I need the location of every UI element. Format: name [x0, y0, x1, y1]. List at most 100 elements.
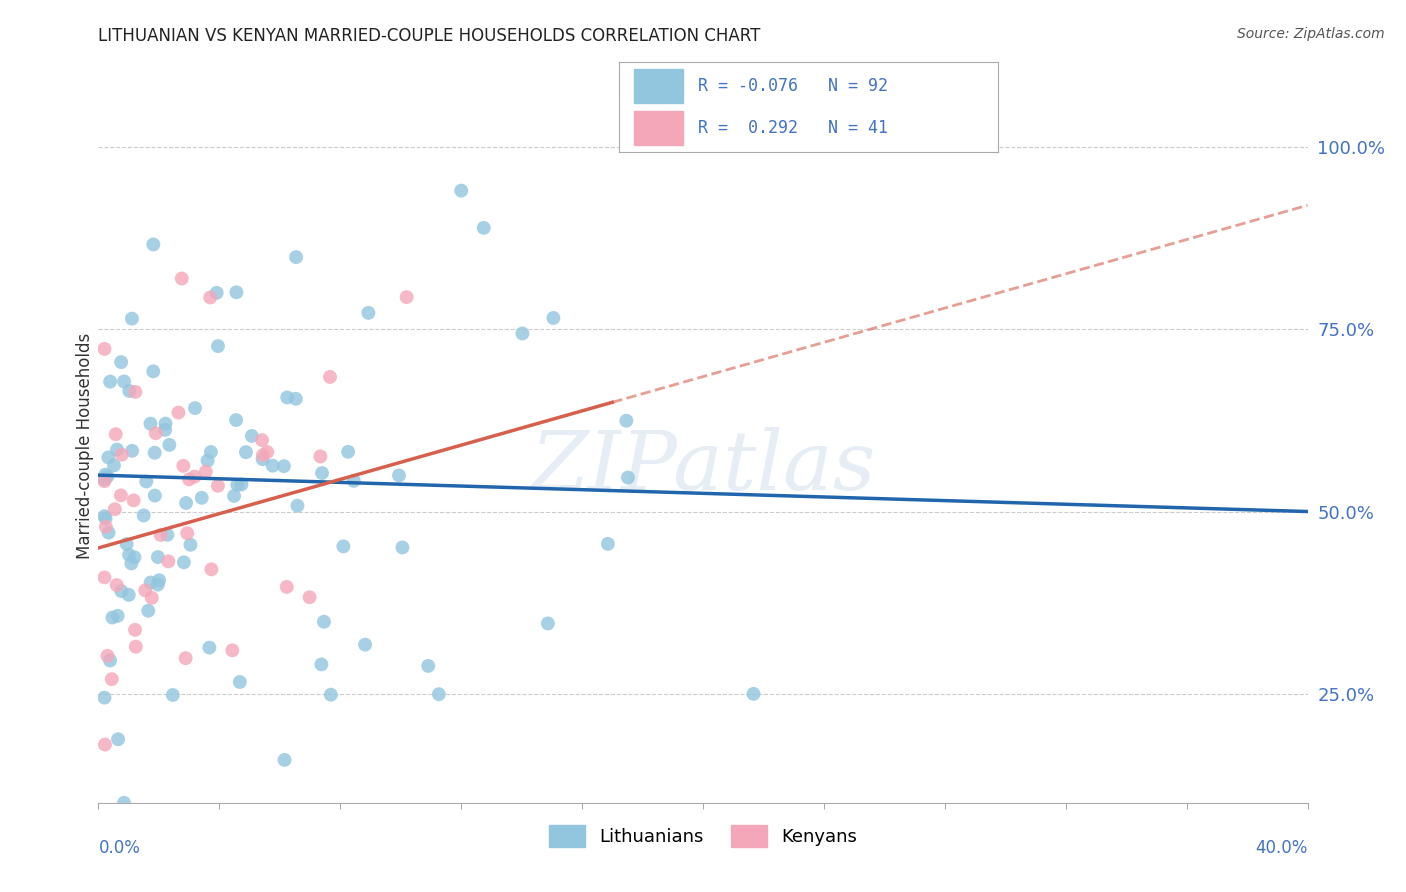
Text: R = -0.076   N = 92: R = -0.076 N = 92: [699, 77, 889, 95]
Point: [596, 537, 619, 551]
Point: [103, 458, 125, 473]
Point: [450, 184, 472, 198]
Point: [617, 470, 640, 484]
Text: Source: ZipAtlas.com: Source: ZipAtlas.com: [1237, 27, 1385, 41]
Point: [111, 448, 134, 462]
Point: [183, 469, 205, 483]
Point: [273, 753, 295, 767]
Point: [225, 285, 247, 300]
Point: [276, 580, 298, 594]
Point: [252, 452, 274, 467]
Point: [145, 426, 167, 441]
Point: [146, 577, 169, 591]
Point: [179, 538, 201, 552]
Point: [110, 488, 132, 502]
Point: [97, 450, 120, 465]
Point: [319, 688, 342, 702]
Point: [395, 290, 418, 304]
Point: [742, 687, 765, 701]
Point: [94, 511, 117, 525]
Point: [512, 326, 534, 341]
Point: [200, 562, 222, 576]
Point: [543, 310, 565, 325]
Point: [115, 537, 138, 551]
Point: [96, 648, 118, 663]
Point: [146, 550, 169, 565]
Point: [312, 615, 335, 629]
Point: [97, 525, 120, 540]
Point: [121, 311, 143, 326]
Point: [118, 548, 141, 562]
Y-axis label: Married-couple Households: Married-couple Households: [76, 333, 94, 559]
Point: [221, 643, 243, 657]
Point: [135, 475, 157, 489]
Point: [110, 355, 132, 369]
Point: [357, 306, 380, 320]
Text: LITHUANIAN VS KENYAN MARRIED-COUPLE HOUSEHOLDS CORRELATION CHART: LITHUANIAN VS KENYAN MARRIED-COUPLE HOUS…: [98, 27, 761, 45]
Point: [139, 575, 162, 590]
Point: [229, 675, 252, 690]
Point: [132, 508, 155, 523]
Point: [112, 375, 135, 389]
Point: [174, 651, 197, 665]
Point: [93, 342, 115, 356]
Point: [184, 401, 207, 415]
Point: [256, 445, 278, 459]
Point: [105, 442, 128, 457]
Point: [537, 616, 560, 631]
Point: [177, 472, 200, 486]
Point: [157, 438, 180, 452]
Point: [105, 578, 128, 592]
Point: [309, 450, 332, 464]
Point: [136, 604, 159, 618]
Point: [614, 414, 637, 428]
Point: [391, 541, 413, 555]
Point: [231, 477, 253, 491]
Text: 40.0%: 40.0%: [1256, 839, 1308, 857]
Point: [285, 250, 308, 264]
Point: [142, 364, 165, 378]
Point: [94, 738, 117, 752]
Point: [311, 466, 333, 480]
Point: [93, 473, 115, 487]
Point: [284, 392, 307, 406]
Point: [172, 458, 194, 473]
Point: [200, 290, 222, 304]
Point: [98, 375, 121, 389]
Point: [167, 406, 190, 420]
Point: [101, 610, 124, 624]
Point: [149, 528, 172, 542]
Bar: [634, 69, 683, 103]
Point: [124, 384, 146, 399]
Point: [121, 443, 143, 458]
Point: [124, 550, 146, 565]
Point: [176, 526, 198, 541]
Point: [170, 271, 193, 285]
Point: [124, 623, 146, 637]
Point: [240, 429, 263, 443]
Point: [427, 687, 450, 701]
Point: [276, 391, 298, 405]
Point: [235, 445, 257, 459]
Point: [311, 657, 333, 672]
Point: [162, 688, 184, 702]
Point: [104, 502, 127, 516]
Point: [332, 540, 354, 554]
Point: [200, 445, 222, 459]
Text: ZIPatlas: ZIPatlas: [530, 427, 876, 508]
Point: [118, 588, 141, 602]
Point: [93, 474, 115, 488]
Point: [98, 653, 121, 667]
Point: [194, 465, 217, 479]
Point: [134, 583, 156, 598]
Point: [156, 528, 179, 542]
Point: [143, 446, 166, 460]
Bar: [634, 112, 683, 145]
Point: [222, 489, 245, 503]
Point: [298, 591, 321, 605]
Point: [93, 690, 115, 705]
Point: [96, 469, 118, 483]
Point: [120, 557, 142, 571]
Point: [100, 672, 122, 686]
Point: [148, 573, 170, 587]
